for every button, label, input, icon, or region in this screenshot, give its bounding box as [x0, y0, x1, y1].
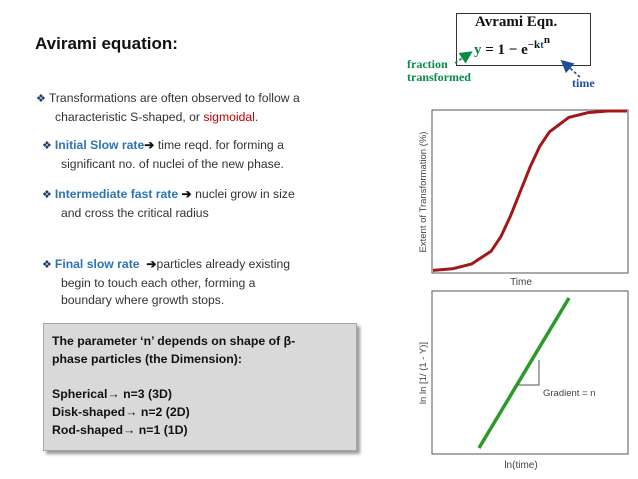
sigmoid-ylabel: Extent of Transformation (%) — [418, 132, 429, 253]
bullet-text-3: boundary where growth stops. — [61, 293, 225, 308]
bullet-transformations: ❖ Transformations are often observed to f… — [36, 90, 366, 126]
bullet-text-2: and cross the critical radius — [61, 205, 209, 220]
param-disk: Disk-shaped→ n=2 (2D) — [52, 405, 190, 419]
page-title: Avirami equation: — [35, 34, 178, 53]
sigmoidal-word: sigmoidal. — [203, 109, 259, 124]
parameter-n-box: The parameter ‘n’ depends on shape of β-… — [43, 323, 357, 451]
gradient-triangle — [518, 360, 540, 386]
eq-y: y — [474, 42, 482, 58]
fraction-transformed-label: fraction transformed — [407, 58, 471, 84]
diamond-bullet-icon: ❖ — [42, 140, 52, 152]
diamond-bullet-icon: ❖ — [42, 259, 52, 271]
eq-exp-t: t — [540, 39, 544, 51]
bullet-text-1: time reqd. for forming a — [154, 138, 284, 152]
gradient-line — [477, 297, 571, 449]
sigmoid-curve — [432, 109, 627, 272]
log-xlabel: ln(time) — [504, 460, 537, 471]
bullet-initial-slow-rate: ❖ Initial Slow rate➔ time reqd. for formi… — [42, 137, 366, 173]
bullet-final-slow-rate: ❖ Final slow rate ➔particles already exis… — [42, 256, 366, 310]
right-arrow-icon: ➔ — [181, 187, 192, 201]
param-line-2: phase particles (the Dimension): — [52, 352, 242, 366]
bullet-text-2: significant no. of nuclei of the new pha… — [61, 156, 284, 171]
sigmoid-plot-frame — [431, 109, 629, 274]
diamond-bullet-icon: ❖ — [42, 189, 52, 201]
param-rod: Rod-shaped→ n=1 (1D) — [52, 423, 188, 437]
eq-exp-minus-k: −k — [527, 39, 541, 51]
avrami-log-chart: Gradient = n ln(time) ln ln [1/ (1 - Y)] — [418, 290, 629, 471]
right-arrow-icon: ➔ — [144, 138, 155, 152]
bullet-text-1: particles already existing — [156, 257, 290, 271]
log-ylabel: ln ln [1/ (1 - Y)] — [418, 342, 429, 404]
bullet-text-1: nuclei grow in size — [191, 187, 295, 201]
param-line-1: The parameter ‘n’ depends on shape of β- — [52, 334, 296, 348]
bullet-label: Intermediate fast rate — [54, 187, 179, 201]
eq-rest: = 1 − e — [481, 42, 528, 58]
bullet-text-2: characteristic S-shaped, or — [55, 109, 204, 124]
time-arrow — [560, 59, 581, 78]
fraction-arrow — [454, 51, 473, 64]
eq-exp-n: n — [543, 34, 550, 46]
avrami-equation-box — [456, 13, 591, 66]
bullet-text-1: Transformations are often observed to fo… — [48, 91, 300, 105]
sigmoid-chart: Time Extent of Transformation (%) — [418, 109, 629, 288]
diamond-bullet-icon: ❖ — [36, 93, 46, 105]
log-plot-frame — [431, 290, 629, 455]
bullet-label: Initial Slow rate — [54, 138, 145, 152]
bullet-label: Final slow rate — [54, 257, 140, 271]
equation-title: Avrami Eqn. — [475, 14, 558, 30]
avrami-equation: y = 1 − e−ktn — [474, 34, 550, 59]
bullet-intermediate-fast-rate: ❖ Intermediate fast rate ➔ nuclei grow in… — [42, 186, 366, 222]
time-label: time — [572, 76, 595, 90]
param-spherical: Spherical→ n=3 (3D) — [52, 387, 172, 401]
fraction-label-line-2: transformed — [407, 70, 471, 84]
sigmoid-xlabel: Time — [510, 277, 532, 288]
bullet-text-2: begin to touch each other, forming a — [61, 275, 256, 290]
gradient-annotation: Gradient = n — [543, 388, 596, 399]
right-arrow-icon: ➔ — [146, 257, 157, 271]
fraction-label-line-1: fraction — [407, 57, 448, 71]
